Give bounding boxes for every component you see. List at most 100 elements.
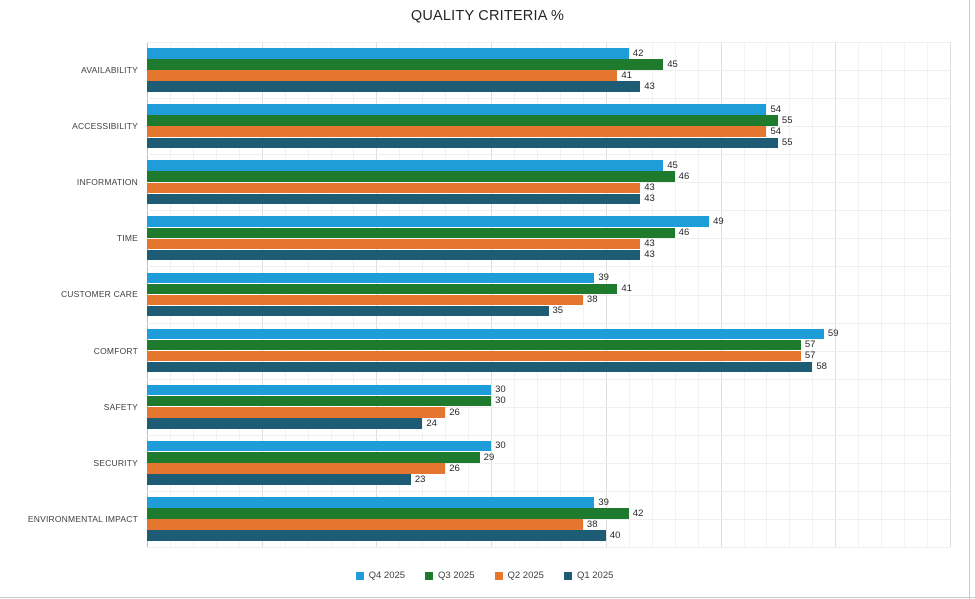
bar-value-label: 43 — [644, 182, 655, 194]
bar-line: 58 — [147, 361, 950, 373]
bar-line: 30 — [147, 440, 950, 452]
bar-line: 26 — [147, 407, 950, 418]
bar-value-label: 35 — [552, 305, 564, 317]
legend-item: Q2 2025 — [494, 570, 544, 581]
bar-line: 39 — [147, 497, 950, 508]
legend-item: Q1 2025 — [563, 570, 614, 581]
category-label: SECURITY — [93, 457, 138, 468]
bar-line: 38 — [147, 294, 950, 306]
bar-line: 43 — [147, 193, 950, 205]
bar — [147, 418, 423, 429]
bar-line: 54 — [147, 126, 950, 137]
bar-line: 24 — [147, 418, 950, 429]
gridline-vertical-major — [950, 42, 951, 547]
bar — [147, 407, 446, 418]
bar — [147, 171, 675, 182]
legend-marker-icon — [563, 571, 572, 580]
bar — [147, 328, 824, 340]
legend-item: Q4 2025 — [355, 570, 406, 581]
bar-value-label: 54 — [770, 125, 782, 137]
category-group: 59 57 57 58 — [147, 323, 950, 379]
gridline-horizontal — [147, 490, 950, 492]
bar-value-label: 24 — [426, 417, 437, 429]
bar-value-label: 26 — [449, 406, 460, 418]
bar — [147, 283, 618, 295]
gridline-horizontal — [147, 406, 950, 408]
bar — [147, 463, 446, 474]
bar-line: 30 — [147, 384, 950, 396]
category-group: 30 30 26 24 — [147, 379, 950, 435]
bar — [147, 384, 492, 396]
bar-line: 45 — [147, 59, 950, 70]
legend: Q4 2025 Q3 2025 Q2 2025 Q1 2025 — [0, 571, 969, 581]
bar-value-label: 29 — [483, 451, 495, 463]
bar-value-label: 40 — [609, 529, 621, 541]
bar-value-label: 43 — [644, 238, 655, 250]
bar-value-label: 59 — [827, 328, 839, 340]
bar-line: 43 — [147, 249, 950, 261]
bar-line: 43 — [147, 182, 950, 194]
bar-line: 43 — [147, 238, 950, 250]
bar — [147, 137, 778, 149]
bar-value-label: 46 — [678, 227, 690, 239]
bar-line: 40 — [147, 530, 950, 541]
category-label: ACCESSIBILITY — [72, 121, 138, 132]
legend-label: Q1 2025 — [576, 570, 614, 581]
bar — [147, 361, 813, 373]
legend-label: Q4 2025 — [368, 570, 406, 581]
gridline-horizontal — [147, 210, 950, 212]
bar-line: 57 — [147, 350, 950, 362]
bar-value-label: 39 — [598, 272, 609, 284]
legend-marker-icon — [355, 571, 364, 580]
bar — [147, 182, 641, 194]
bar-line: 29 — [147, 452, 950, 463]
bar — [147, 530, 606, 541]
legend-label: Q2 2025 — [507, 570, 544, 581]
bar — [147, 249, 641, 261]
bar-line: 55 — [147, 115, 950, 126]
window-edge-right — [969, 0, 970, 599]
bar-value-label: 49 — [713, 215, 724, 227]
bar-line: 43 — [147, 81, 950, 92]
bar — [147, 238, 641, 250]
bar — [147, 497, 595, 508]
bar-value-label: 42 — [632, 507, 644, 519]
bar-line: 46 — [147, 227, 950, 239]
bar-value-label: 41 — [621, 69, 632, 81]
bar — [147, 272, 595, 284]
gridline-horizontal — [147, 462, 950, 464]
bar-line: 30 — [147, 395, 950, 407]
bar-value-label: 43 — [644, 80, 655, 92]
bar — [147, 70, 618, 81]
category-group: 39 41 38 35 — [147, 266, 950, 322]
bar-value-label: 42 — [632, 47, 644, 59]
bar-value-label: 46 — [678, 170, 690, 182]
bar-line: 42 — [147, 508, 950, 519]
bar — [147, 440, 492, 452]
bar — [147, 216, 710, 227]
bar — [147, 508, 629, 519]
bar-value-label: 57 — [804, 339, 816, 351]
bar-line: 39 — [147, 272, 950, 284]
category-group: 30 29 26 23 — [147, 435, 950, 491]
bar — [147, 126, 767, 137]
bar — [147, 227, 675, 239]
bar — [147, 339, 801, 351]
bar-value-label: 57 — [804, 350, 816, 362]
bar-line: 54 — [147, 104, 950, 115]
bar — [147, 193, 641, 205]
bar — [147, 81, 641, 92]
chart-title: QUALITY CRITERIA % — [410, 8, 565, 24]
bar-line: 35 — [147, 305, 950, 317]
window-edge-bottom — [0, 597, 975, 598]
category-group: 45 46 43 43 — [147, 154, 950, 210]
gridline-horizontal — [147, 266, 950, 268]
gridline-horizontal — [147, 42, 950, 43]
bar-value-label: 26 — [449, 462, 460, 474]
bar — [147, 474, 411, 485]
gridline-horizontal — [147, 434, 950, 436]
bar-line: 59 — [147, 328, 950, 340]
bar-value-label: 54 — [770, 103, 782, 115]
gridline-horizontal — [147, 547, 950, 548]
bar-line: 45 — [147, 160, 950, 171]
